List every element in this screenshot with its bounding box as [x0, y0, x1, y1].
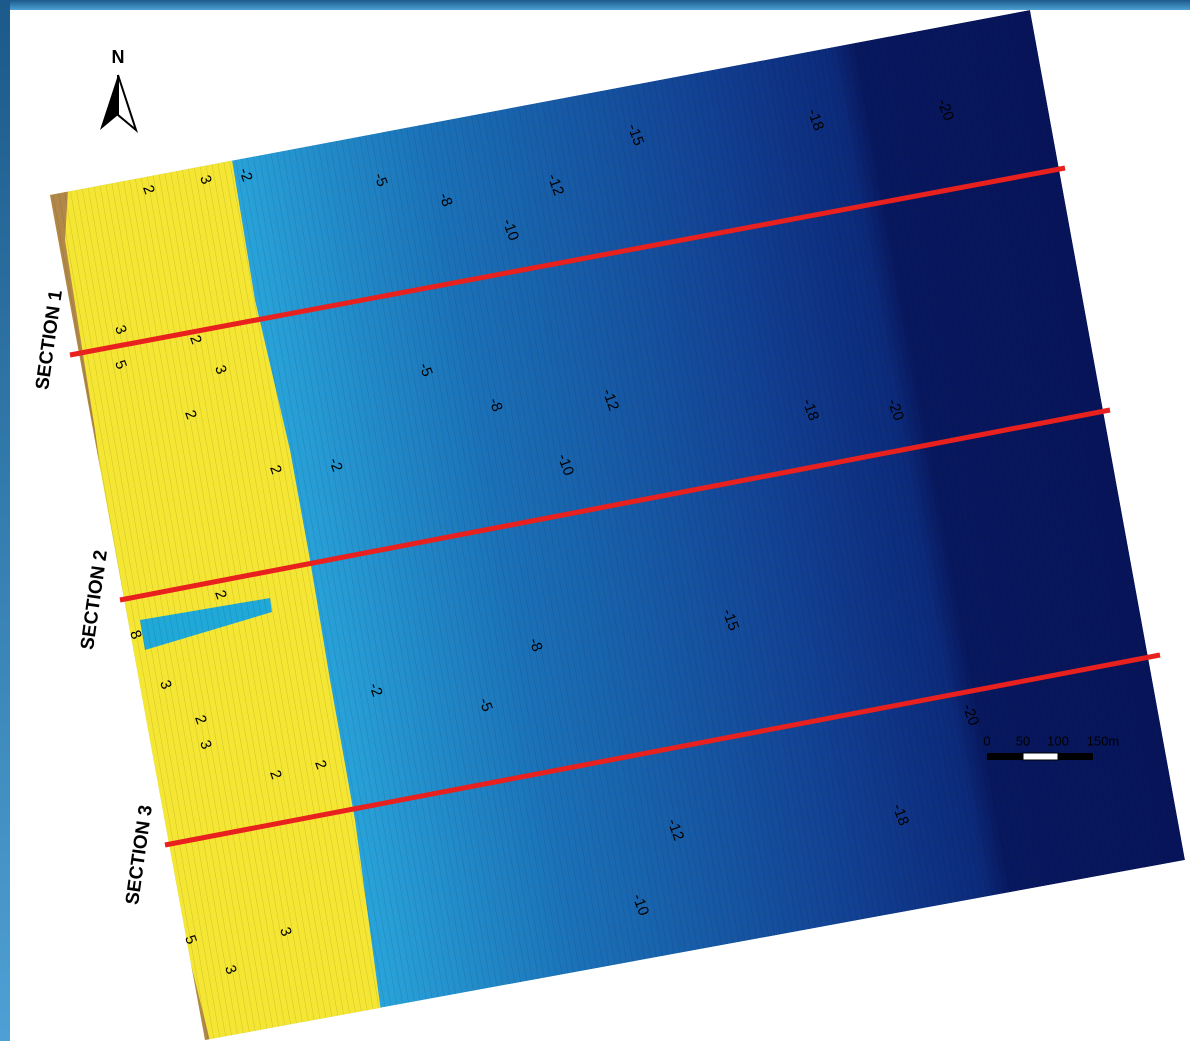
grid-lines [50, 10, 1185, 1040]
north-arrow: N [100, 47, 136, 130]
scale-seg [1023, 753, 1058, 760]
bathymetry [40, 10, 1185, 1041]
arrow-left [100, 75, 118, 130]
scale-seg [987, 753, 1023, 760]
frame-top [0, 0, 1190, 10]
section-label: SECTION 3 [122, 804, 157, 906]
frame-left [0, 0, 10, 1041]
scale-label: 0 [983, 733, 990, 748]
section-label: SECTION 1 [32, 288, 67, 391]
section-label: SECTION 2 [77, 549, 112, 651]
scale-seg [1058, 753, 1093, 760]
map: N SECTION 1SECTION 2SECTION 323-2-5-8-12… [0, 0, 1190, 1041]
scale-bar [987, 753, 1093, 760]
scale-label: 50 [1016, 733, 1030, 748]
arrow-right [118, 75, 136, 130]
north-label: N [112, 47, 125, 67]
scale-label: 150m [1087, 733, 1120, 748]
scale-label: 100 [1047, 733, 1069, 748]
